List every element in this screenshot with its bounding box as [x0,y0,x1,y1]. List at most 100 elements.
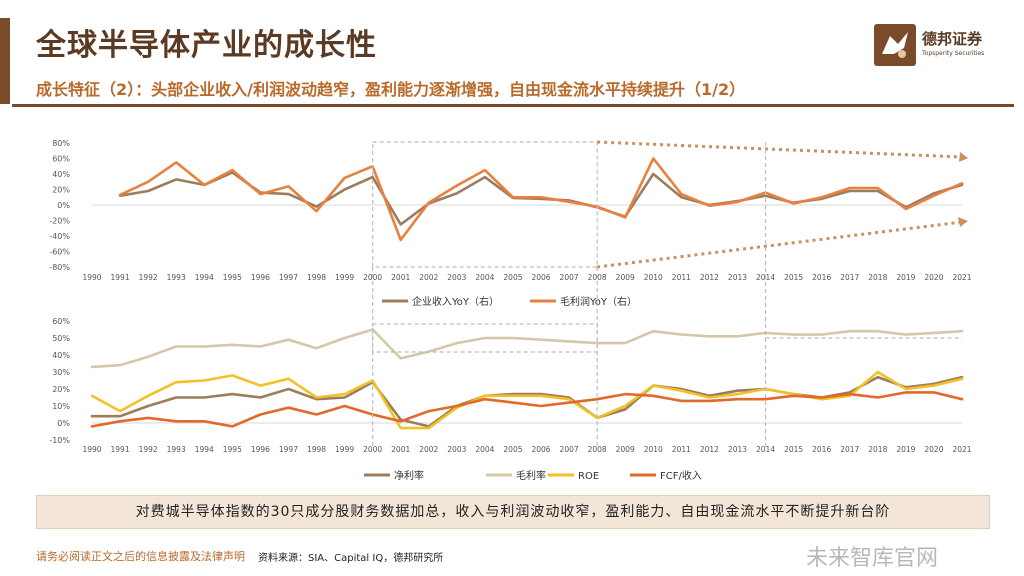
legend-label: 净利率 [394,469,424,482]
x-tick-label: 2000 [363,445,382,454]
y-tick-label: -80% [49,263,70,272]
y-tick-label: 50% [52,334,70,343]
x-tick-label: 1990 [82,273,101,282]
x-tick-label: 2004 [475,445,494,454]
x-tick-label: 2005 [503,273,522,282]
trend-arrowhead-upper [959,152,968,162]
x-tick-label: 2007 [560,273,579,282]
x-tick-label: 1999 [335,273,354,282]
x-tick-label: 2010 [644,445,663,454]
x-tick-label: 2017 [840,445,859,454]
x-tick-label: 1996 [251,445,270,454]
x-tick-label: 1993 [167,273,186,282]
x-tick-label: 1992 [139,273,158,282]
legend-label: FCF/收入 [660,469,702,482]
legend-label: ROE [578,471,599,482]
x-tick-label: 2013 [728,273,747,282]
x-tick-label: 1998 [307,273,326,282]
x-tick-label: 1991 [111,445,130,454]
x-tick-label: 1999 [335,445,354,454]
period-box-2000-2008 [372,141,598,268]
x-tick-label: 1992 [139,445,158,454]
y-tick-label: -40% [49,232,70,241]
logo-mark-icon [874,24,916,66]
x-tick-label: 1991 [111,273,130,282]
x-tick-label: 2018 [868,445,887,454]
legend-label: 毛利率 [516,469,546,482]
trend-arrow-upper [597,140,963,159]
x-tick-label: 2016 [812,273,831,282]
chart-margins-roe-fcf: 60% 50% 40% 30% 20% 10% 0% -10% 1990 1991 1992 1993… [49,317,971,482]
x-tick-label: 2010 [644,273,663,282]
trend-arrowhead-lower [958,217,968,227]
y-tick-label: -60% [49,248,70,257]
x-tick-label: 2020 [924,445,943,454]
x-tick-label: 2002 [419,445,438,454]
x-tick-label: 2015 [784,445,803,454]
x-tick-label: 2006 [531,273,550,282]
x-tick-label: 1995 [223,445,242,454]
legend-label: 毛利润YoY（右） [560,295,637,308]
x-tick-label: 2003 [447,273,466,282]
x-tick-label: 1996 [251,273,270,282]
y-tick-label: 10% [52,402,70,411]
x-tick-label: 1997 [279,445,298,454]
y-tick-label: 0% [57,201,70,210]
x-tick-label: 2018 [868,273,887,282]
x-tick-label: 2005 [503,445,522,454]
summary-box: 对费城半导体指数的30只成分股财务数据加总，收入与利润波动收窄，盈利能力、自由现… [36,495,990,529]
x-tick-label: 2004 [475,273,494,282]
x-tick-label: 2016 [812,445,831,454]
y-tick-label: 30% [52,368,70,377]
y-tick-label: 40% [52,351,70,360]
x-tick-label: 2008 [588,445,607,454]
y-tick-label: 40% [52,170,70,179]
page-subtitle: 成长特征（2）：头部企业收入/利润波动趋窄，盈利能力逐渐增强，自由现金流水平持续… [36,80,746,99]
x-tick-label: 2020 [924,273,943,282]
x-tick-label: 2009 [616,273,635,282]
x-tick-label: 2012 [700,273,719,282]
x-tick-label: 2009 [616,445,635,454]
x-tick-label: 2014 [756,445,775,454]
x-tick-label: 1997 [279,273,298,282]
y-tick-label: 20% [52,186,70,195]
series-line-2 [90,328,964,369]
series-line-4 [90,391,964,428]
brand-logo: 德邦证券 Topsperity Securities [874,24,1004,68]
y-tick-label: 80% [52,139,70,148]
x-tick-label: 1994 [195,445,214,454]
x-tick-label: 2001 [391,445,410,454]
page-title: 全球半导体产业的成长性 [36,28,377,63]
y-tick-label: 0% [57,419,70,428]
y-tick-label: 60% [52,155,70,164]
footer-source: 资料来源：SIA、Capital IQ，德邦研究所 [258,553,444,564]
x-tick-label: 1995 [223,273,242,282]
x-tick-label: 2021 [952,273,971,282]
x-tick-label: 2002 [419,273,438,282]
watermark-text: 未来智库官网 [806,546,939,571]
y-tick-label: 60% [52,317,70,326]
x-tick-label: 2019 [896,273,915,282]
x-tick-label: 2019 [896,445,915,454]
x-tick-label: 2017 [840,273,859,282]
logo-tagline: Topsperity Securities [922,50,985,57]
series-line-3 [90,370,964,430]
x-tick-label: 2006 [531,445,550,454]
x-tick-label: 2015 [784,273,803,282]
x-tick-label: 1993 [167,445,186,454]
y-tick-label: -10% [49,436,70,445]
x-tick-label: 1994 [195,273,214,282]
x-tick-label: 2001 [391,273,410,282]
x-tick-label: 2007 [560,445,579,454]
title-divider [12,104,1014,107]
x-tick-label: 1990 [82,445,101,454]
x-tick-label: 2003 [447,445,466,454]
x-tick-label: 2021 [952,445,971,454]
summary-text: 对费城半导体指数的30只成分股财务数据加总，收入与利润波动收窄，盈利能力、自由现… [135,504,891,520]
x-tick-label: 1998 [307,445,326,454]
x-tick-label: 2011 [672,273,691,282]
series-line-1 [90,375,964,428]
x-tick-label: 2012 [700,445,719,454]
x-tick-label: 2013 [728,445,747,454]
legend-label: 企业收入YoY（右） [412,295,499,308]
